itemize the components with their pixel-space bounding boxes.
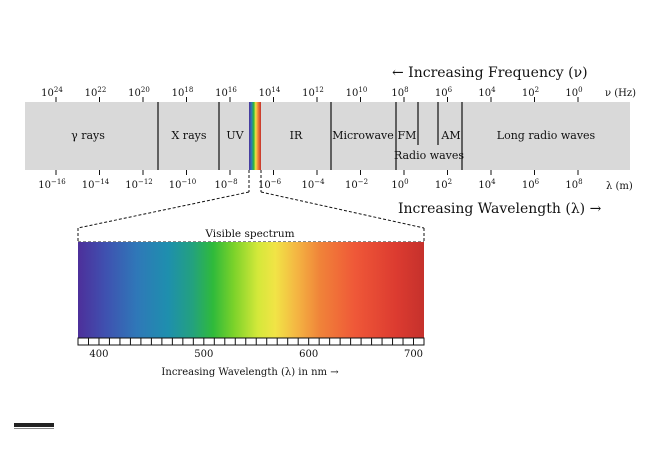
region-xray: X rays [171, 129, 206, 142]
region-radio-waves: Radio waves [394, 149, 464, 162]
region-ir: IR [290, 129, 303, 142]
region-fm: FM [398, 129, 417, 142]
frequency-tick-label: 102 [522, 86, 539, 99]
wavelength-tick-label: 10−14 [82, 178, 110, 191]
frequency-tick-label: 1024 [41, 86, 63, 99]
region-uv: UV [226, 129, 244, 142]
nm-tick-label: 700 [404, 349, 423, 360]
frequency-tick-label: 1020 [128, 86, 150, 99]
frequency-unit: ν (Hz) [605, 88, 636, 99]
frequency-tick-label: 1010 [346, 86, 368, 99]
wavelength-tick-label: 106 [522, 178, 540, 191]
wavelength-tick-label: 10−8 [214, 178, 237, 191]
wavelength-header: Increasing Wavelength (λ) → [398, 201, 602, 217]
watermark-bar [14, 423, 54, 427]
frequency-tick-label: 108 [391, 86, 408, 99]
region-am: AM [440, 129, 460, 142]
nm-tick-label: 400 [89, 349, 108, 360]
wavelength-tick-label: 10−2 [345, 178, 368, 191]
frequency-tick-label: 104 [478, 86, 496, 99]
region-long-radio: Long radio waves [497, 129, 596, 142]
region-dividers [157, 102, 463, 170]
frequency-tick-label: 100 [565, 86, 582, 99]
wavelength-tick-label: 104 [478, 178, 496, 191]
nm-tick-label: 500 [194, 349, 213, 360]
wavelength-tick-label: 10−16 [38, 178, 66, 191]
frequency-axis: 1024 1022 1020 1018 1016 1014 1012 1010 108 106 10… [41, 86, 583, 102]
nm-tick-label: 600 [299, 349, 318, 360]
frequency-header: ← Increasing Frequency (ν) [392, 65, 588, 81]
frequency-tick-label: 1022 [85, 86, 107, 99]
visible-axis-label: Increasing Wavelength (λ) in nm → [161, 367, 339, 378]
wavelength-unit: λ (m) [606, 181, 633, 192]
frequency-tick-label: 1016 [215, 86, 237, 99]
spectrum-band [25, 102, 630, 170]
wavelength-tick-label: 102 [435, 178, 452, 191]
visible-spectrum-title: Visible spectrum [204, 228, 294, 240]
visible-band-slice [249, 102, 261, 170]
region-gamma: γ rays [71, 129, 105, 142]
wavelength-tick-label: 10−12 [125, 178, 153, 191]
region-microwave: Microwave [332, 129, 394, 142]
watermark-bar-line [14, 428, 54, 429]
nm-scale: 400 500 600 700 [77, 337, 425, 360]
wavelength-axis: 10−16 10−14 10−12 10−10 10−8 10−6 10−4 10−2 100 1… [38, 170, 583, 191]
frequency-tick-label: 1018 [172, 86, 194, 99]
frequency-tick-label: 106 [435, 86, 453, 99]
frequency-tick-label: 1012 [302, 86, 324, 99]
wavelength-tick-label: 10−6 [258, 178, 282, 191]
visible-spectrum-gradient [78, 242, 424, 338]
wavelength-tick-label: 10−10 [169, 178, 197, 191]
wavelength-tick-label: 108 [565, 178, 582, 191]
frequency-tick-label: 1014 [259, 86, 281, 99]
wavelength-tick-label: 100 [391, 178, 408, 191]
nm-scale-bar [77, 337, 425, 346]
wavelength-tick-label: 10−4 [301, 178, 325, 191]
